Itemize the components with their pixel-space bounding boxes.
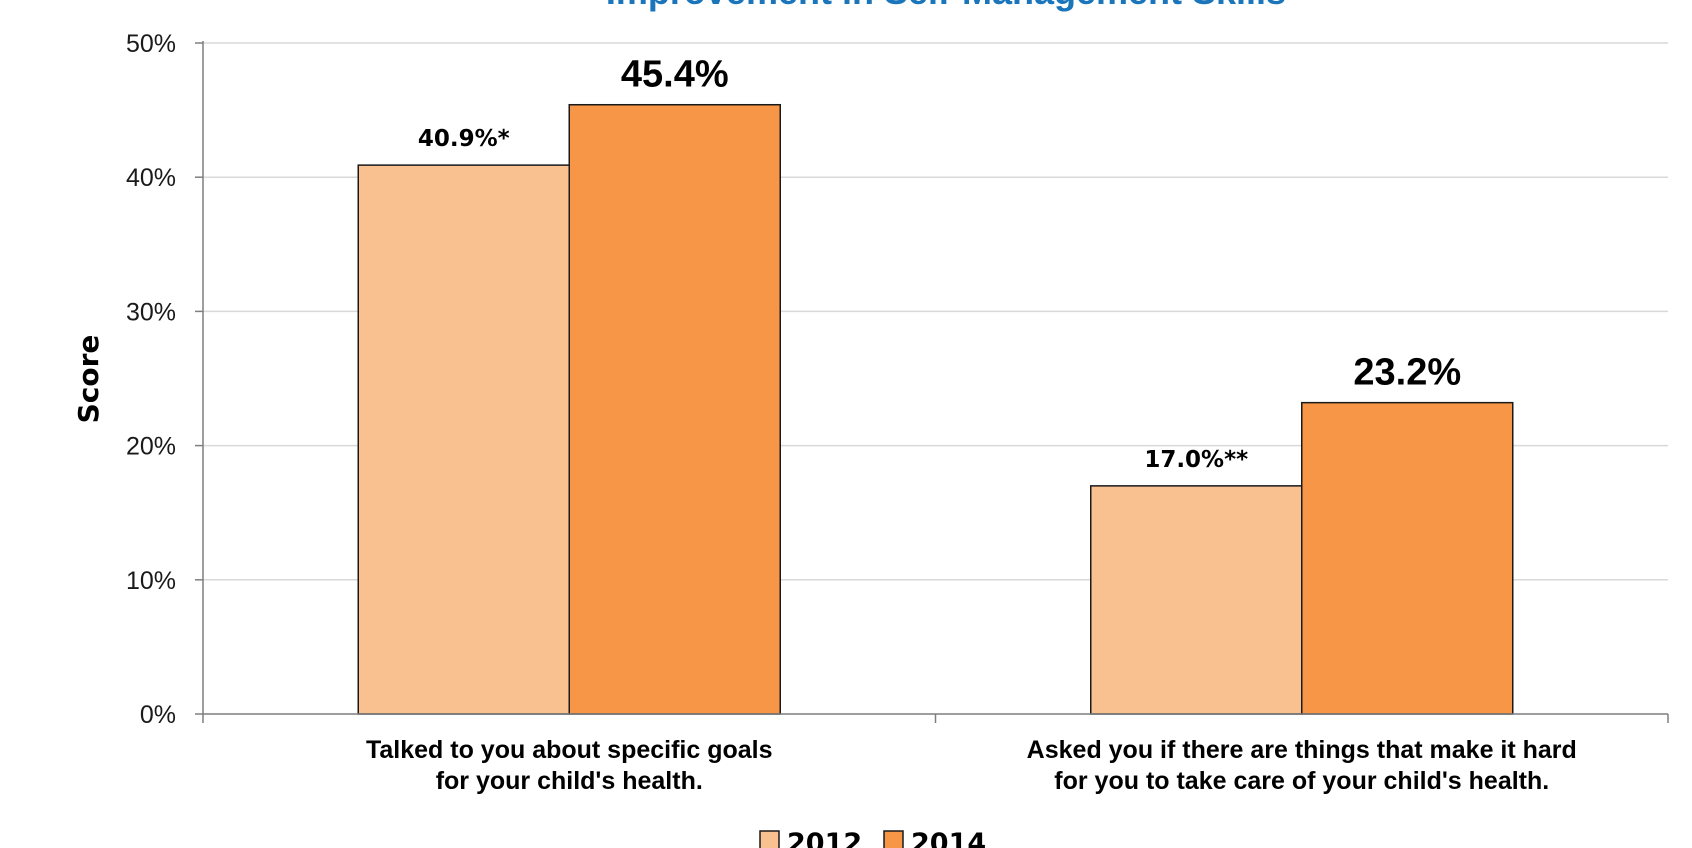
bars (358, 105, 1513, 714)
y-tick-label: 40% (126, 164, 176, 192)
y-axis-ticks: 0% 10% 20% 30% 40% 50% (126, 30, 203, 729)
y-tick-label: 20% (126, 433, 176, 461)
bar-2012-2 (1091, 486, 1302, 714)
bar-2014-2 (1302, 403, 1513, 714)
data-label-2012-1: 40.9%* (418, 126, 510, 152)
data-label-2014-1: 45.4% (621, 54, 729, 96)
bar-2014-1 (569, 105, 780, 714)
y-tick-label: 10% (126, 567, 176, 595)
legend-label-2012: 2012 (787, 828, 862, 848)
bar-2012-1 (358, 165, 569, 714)
category-label: Talked to you about specific goals for yo… (366, 736, 773, 795)
legend-swatch-2014 (884, 831, 903, 848)
y-tick-label: 0% (140, 701, 176, 729)
legend-swatch-2012 (760, 831, 779, 848)
y-axis-label: Score (72, 335, 105, 424)
y-tick-label: 50% (126, 30, 176, 58)
y-tick-label: 30% (126, 298, 176, 326)
category-label: Asked you if there are things that make … (1027, 736, 1577, 795)
data-label-2012-2: 17.0%** (1144, 447, 1248, 473)
data-label-2014-2: 23.2% (1353, 352, 1461, 394)
chart-title: Improvement in Self-Management Skills (606, 0, 1286, 12)
legend-label-2014: 2014 (911, 828, 986, 848)
legend: 2012 2014 (760, 828, 986, 848)
category-labels: Talked to you about specific goals for yo… (366, 736, 1577, 795)
